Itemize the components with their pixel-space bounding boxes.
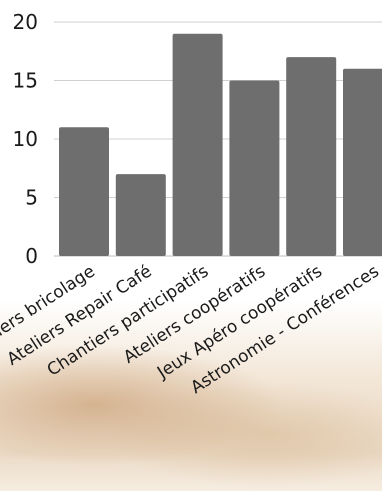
bar-3 [172,33,223,257]
y-tick-label: 20 [13,10,38,34]
y-tick-label: 0 [25,244,38,268]
bar-4 [229,80,280,256]
bar-2 [115,174,166,256]
y-tick-label: 5 [25,186,38,210]
bar-5 [286,57,337,256]
background-photo [0,300,382,491]
bar-1 [59,127,109,256]
bar-6 [343,68,382,256]
y-tick-label: 15 [13,69,38,93]
y-axis-ticks: 0 5 10 15 20 [13,10,38,268]
y-tick-label: 10 [13,127,38,151]
bars [59,33,382,257]
